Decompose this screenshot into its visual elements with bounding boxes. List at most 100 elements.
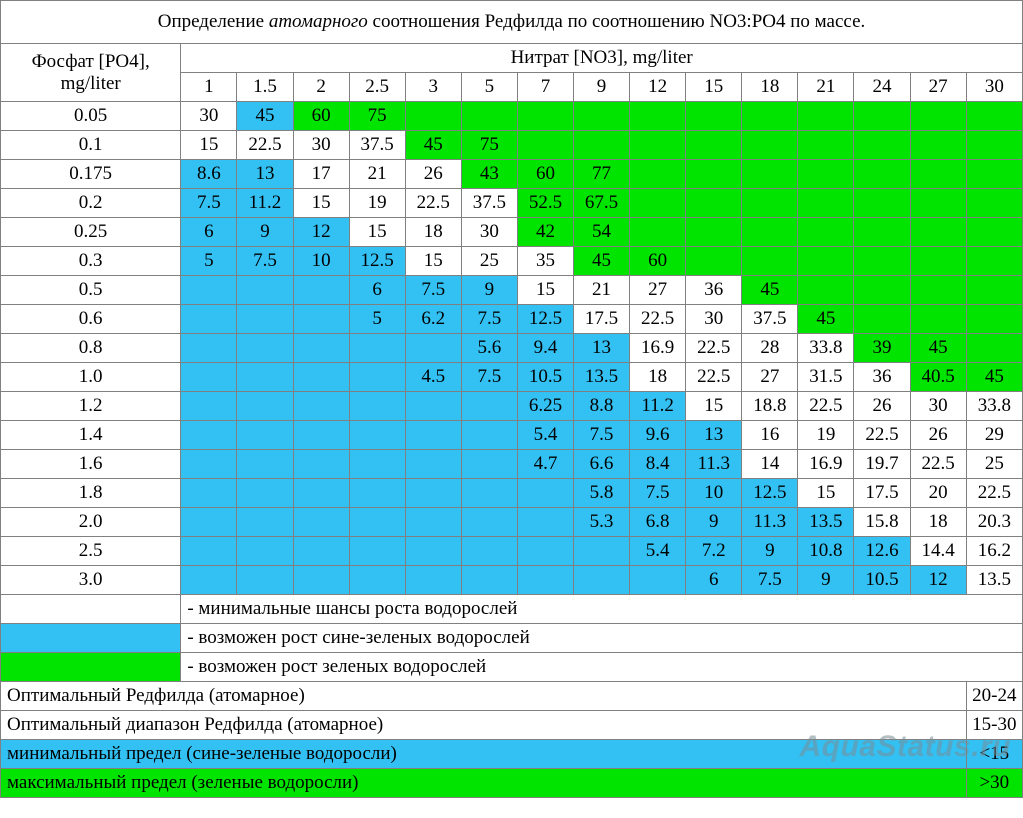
data-cell: 30	[686, 305, 742, 334]
col-header-1: 1.5	[237, 73, 293, 102]
data-cell	[181, 537, 237, 566]
data-cell	[293, 537, 349, 566]
data-cell	[405, 392, 461, 421]
title-italic: атомарного	[269, 11, 368, 32]
row-header: 0.8	[1, 334, 181, 363]
data-cell: 4.5	[405, 363, 461, 392]
data-cell: 5.3	[573, 508, 629, 537]
data-cell: 45	[966, 363, 1022, 392]
data-cell	[181, 479, 237, 508]
data-cell: 22.5	[966, 479, 1022, 508]
data-cell: 30	[461, 218, 517, 247]
data-cell: 21	[573, 276, 629, 305]
header-row-1: Фосфат [PO4], mg/liter Нитрат [NO3], mg/…	[1, 44, 1023, 73]
data-cell: 40.5	[910, 363, 966, 392]
data-cell	[461, 392, 517, 421]
row-header: 1.8	[1, 479, 181, 508]
data-cell	[798, 160, 854, 189]
data-cell: 15.8	[854, 508, 910, 537]
data-cell	[854, 102, 910, 131]
data-cell: 9.4	[517, 334, 573, 363]
data-cell: 36	[854, 363, 910, 392]
data-cell	[237, 508, 293, 537]
data-cell: 7.5	[181, 189, 237, 218]
col-header-7: 9	[573, 73, 629, 102]
data-cell	[405, 334, 461, 363]
data-cell: 26	[405, 160, 461, 189]
data-cell: 11.2	[630, 392, 686, 421]
data-cell: 52.5	[517, 189, 573, 218]
data-cell	[686, 160, 742, 189]
legend-row: - возможен рост сине-зеленых водорослей	[1, 624, 1023, 653]
data-cell: 19.7	[854, 450, 910, 479]
data-cell: 7.5	[405, 276, 461, 305]
data-cell	[461, 450, 517, 479]
data-cell	[517, 508, 573, 537]
data-cell: 13	[686, 421, 742, 450]
data-cell	[630, 566, 686, 595]
data-cell: 10	[686, 479, 742, 508]
data-cell: 5	[181, 247, 237, 276]
data-cell	[237, 334, 293, 363]
summary-value: 20-24	[966, 682, 1022, 711]
data-cell	[966, 218, 1022, 247]
data-cell: 5.8	[573, 479, 629, 508]
data-cell: 75	[349, 102, 405, 131]
data-cell	[461, 508, 517, 537]
data-cell	[910, 247, 966, 276]
data-cell	[237, 305, 293, 334]
data-cell: 45	[573, 247, 629, 276]
data-cell: 22.5	[854, 421, 910, 450]
data-cell	[237, 421, 293, 450]
data-cell: 16.9	[798, 450, 854, 479]
data-cell	[349, 537, 405, 566]
bottom-body: Оптимальный Редфилда (атомарное)20-24Опт…	[1, 682, 1023, 798]
data-cell	[237, 276, 293, 305]
data-cell: 19	[349, 189, 405, 218]
data-cell: 37.5	[349, 131, 405, 160]
data-cell: 26	[910, 421, 966, 450]
data-cell: 45	[237, 102, 293, 131]
data-cell: 13.5	[573, 363, 629, 392]
data-cell	[237, 479, 293, 508]
data-cell: 39	[854, 334, 910, 363]
data-cell: 11.2	[237, 189, 293, 218]
data-cell	[910, 305, 966, 334]
data-cell: 10.5	[517, 363, 573, 392]
col-header-14: 30	[966, 73, 1022, 102]
table-row: 1.45.47.59.613161922.52629	[1, 421, 1023, 450]
data-cell	[517, 566, 573, 595]
data-cell	[910, 218, 966, 247]
summary-row: минимальный предел (сине-зеленые водорос…	[1, 740, 1023, 769]
data-cell: 77	[573, 160, 629, 189]
data-cell: 18	[405, 218, 461, 247]
data-cell: 15	[686, 392, 742, 421]
data-cell	[181, 450, 237, 479]
row-header: 0.5	[1, 276, 181, 305]
data-cell: 12	[910, 566, 966, 595]
data-cell: 11.3	[686, 450, 742, 479]
data-cell	[742, 189, 798, 218]
col-header-10: 18	[742, 73, 798, 102]
data-cell: 7.5	[573, 421, 629, 450]
data-cell	[910, 102, 966, 131]
data-cell: 27	[742, 363, 798, 392]
data-cell: 67.5	[573, 189, 629, 218]
col-axis-label: Нитрат [NO3], mg/liter	[181, 44, 1023, 73]
data-cell: 22.5	[630, 305, 686, 334]
data-cell	[686, 131, 742, 160]
data-cell: 45	[910, 334, 966, 363]
data-cell	[461, 566, 517, 595]
data-cell	[405, 508, 461, 537]
row-header: 1.0	[1, 363, 181, 392]
data-cell	[798, 131, 854, 160]
data-cell: 8.8	[573, 392, 629, 421]
summary-value: <15	[966, 740, 1022, 769]
table-row: 2.05.36.8911.313.515.81820.3	[1, 508, 1023, 537]
data-cell	[966, 334, 1022, 363]
data-cell: 15	[798, 479, 854, 508]
data-cell: 26	[854, 392, 910, 421]
legend-text: - минимальные шансы роста водорослей	[181, 595, 1023, 624]
data-cell	[854, 189, 910, 218]
data-cell: 12	[293, 218, 349, 247]
